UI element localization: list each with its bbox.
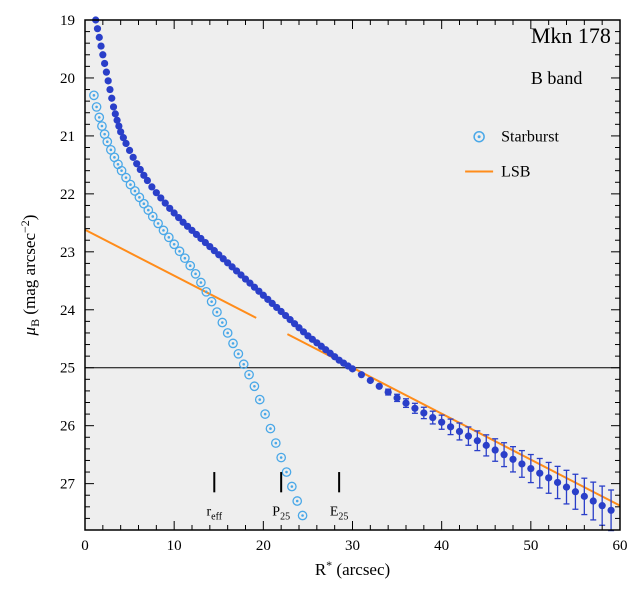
surface-brightness-chart: 0 10 20 30 40 50 60 19 20 21 22 23 24 25 26 27 R* (arcse… — [0, 0, 633, 593]
chart-subtitle: B band — [531, 68, 583, 88]
chart-title: Mkn 178 — [531, 23, 611, 48]
x-tick-label: 60 — [613, 538, 628, 554]
y-tick-label: 19 — [60, 13, 75, 29]
y-tick-label: 26 — [60, 419, 76, 435]
x-tick-label: 10 — [167, 538, 182, 554]
x-tick-label: 30 — [345, 538, 360, 554]
legend-label: LSB — [501, 163, 530, 180]
y-tick-label: 27 — [60, 477, 76, 493]
x-tick-label: 0 — [81, 538, 89, 554]
y-tick-label: 22 — [60, 187, 75, 203]
x-tick-label: 20 — [256, 538, 271, 554]
chart-svg: 0 10 20 30 40 50 60 19 20 21 22 23 24 25 26 27 R* (arcse… — [0, 0, 633, 593]
y-tick-label: 23 — [60, 245, 75, 261]
y-tick-label: 20 — [60, 71, 75, 87]
x-tick-label: 50 — [523, 538, 538, 554]
y-tick-label: 25 — [60, 361, 75, 377]
x-tick-label: 40 — [434, 538, 449, 554]
y-tick-label: 24 — [60, 303, 76, 319]
legend-label: Starburst — [501, 129, 559, 146]
x-axis-label: R* (arcsec) — [315, 558, 390, 579]
y-tick-label: 21 — [60, 129, 75, 145]
